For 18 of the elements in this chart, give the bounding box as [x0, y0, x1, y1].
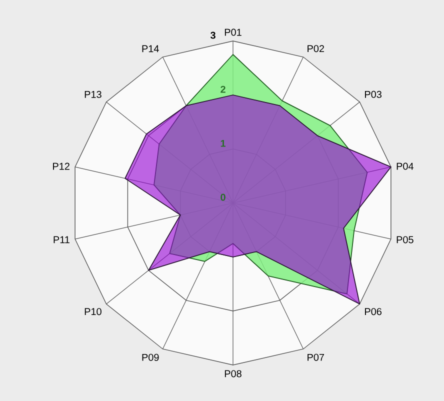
y-tick-label: 3 — [210, 32, 216, 39]
spoke-label: P10 — [84, 308, 102, 316]
spoke-label: P09 — [142, 354, 159, 361]
spoke-label: P12 — [53, 162, 70, 170]
spoke-label: P07 — [308, 354, 324, 361]
spoke-label: P02 — [308, 45, 324, 52]
spoke-label: P06 — [365, 308, 382, 316]
y-tick-label: 0 — [220, 194, 226, 201]
spoke-label: P11 — [54, 236, 70, 244]
spoke-label: P01 — [224, 28, 242, 36]
spoke-label: P05 — [396, 236, 414, 244]
y-tick-label: 2 — [220, 86, 226, 93]
y-tick-label: 1 — [220, 140, 226, 147]
spoke-label: P13 — [84, 90, 102, 98]
spoke-label: P04 — [396, 162, 414, 170]
spoke-label: P08 — [224, 370, 242, 378]
spoke-label: P14 — [142, 45, 159, 52]
spoke-label: P03 — [365, 90, 382, 98]
